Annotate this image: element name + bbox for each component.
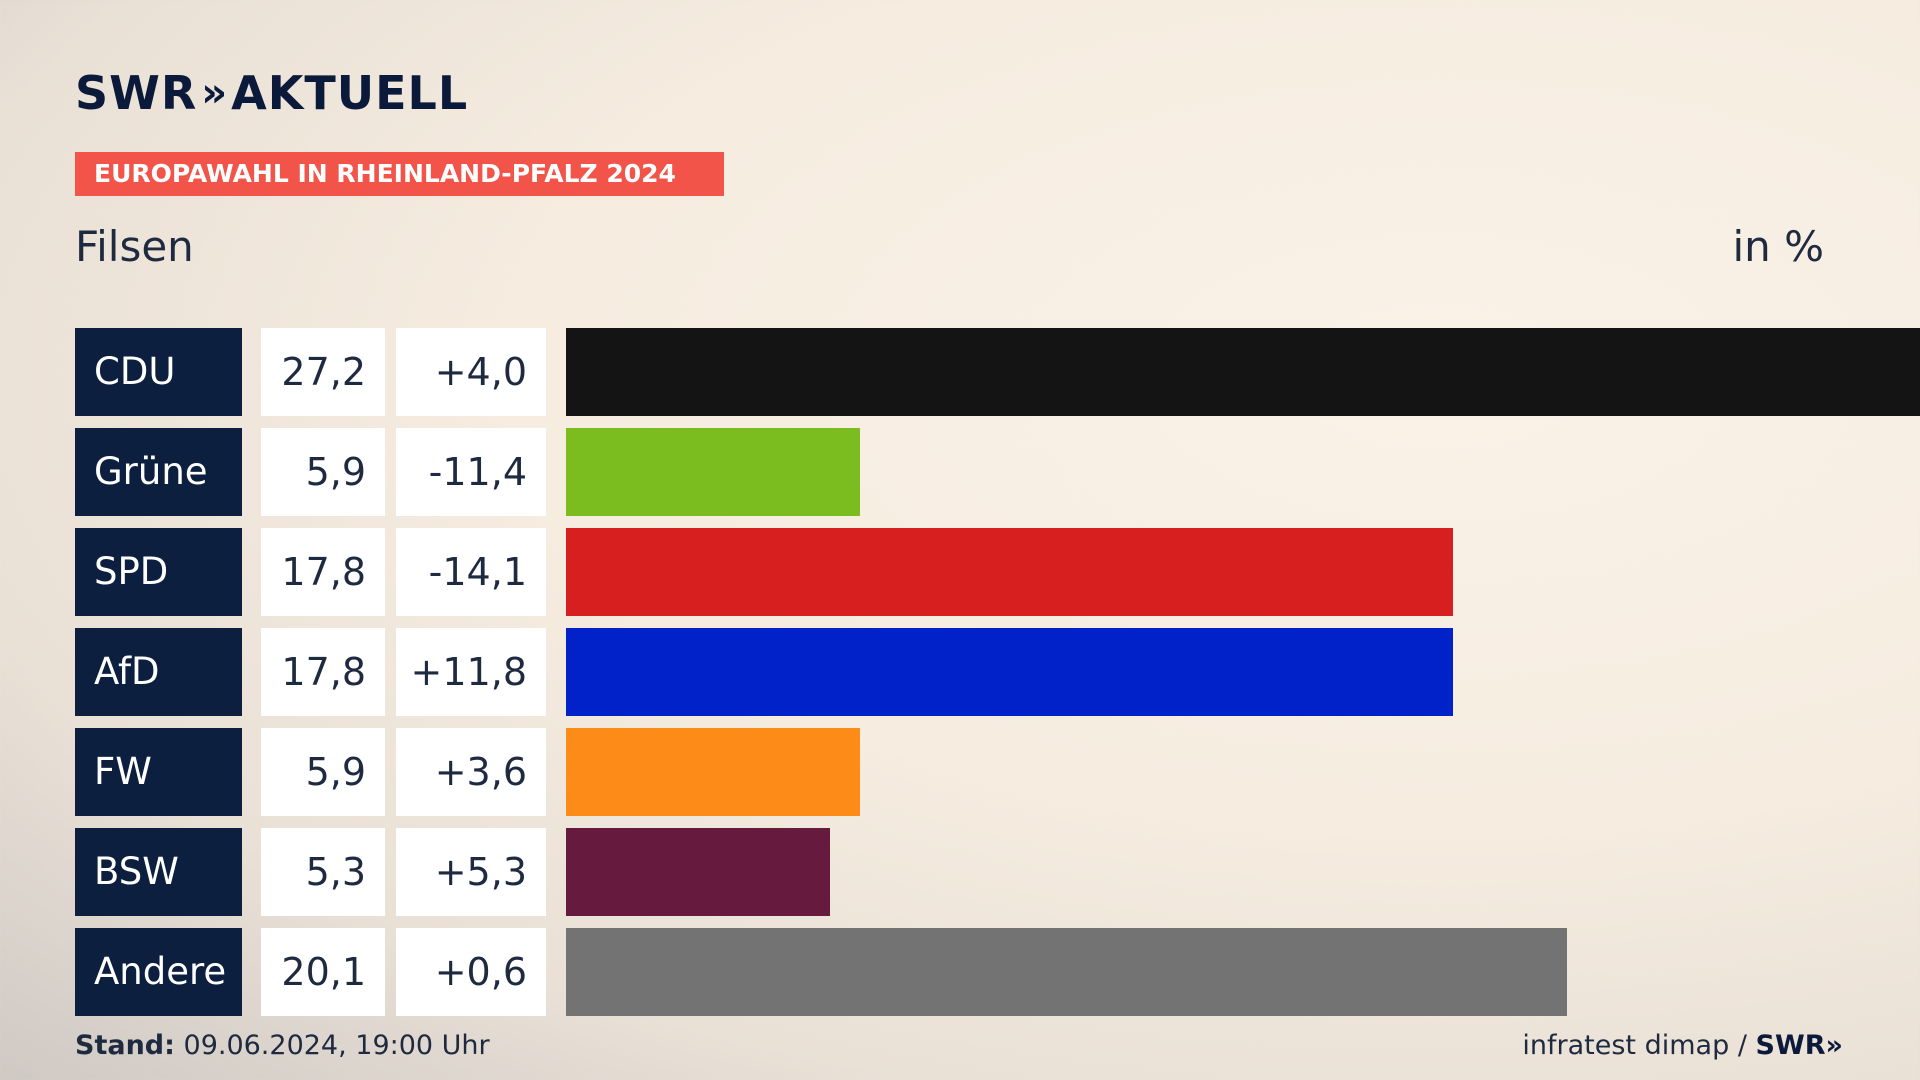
vote-share-value: 5,9 bbox=[261, 728, 385, 816]
party-label: AfD bbox=[75, 628, 242, 716]
party-label: CDU bbox=[75, 328, 242, 416]
footer-chevron-icon: » bbox=[1825, 1030, 1843, 1061]
vote-change-value: +0,6 bbox=[396, 928, 546, 1016]
result-row: Andere 20,1 +0,6 bbox=[75, 928, 1920, 1016]
party-label: Grüne bbox=[75, 428, 242, 516]
party-label: Andere bbox=[75, 928, 242, 1016]
vote-share-value: 17,8 bbox=[261, 628, 385, 716]
result-row: FW 5,9 +3,6 bbox=[75, 728, 1920, 816]
result-row: SPD 17,8 -14,1 bbox=[75, 528, 1920, 616]
vote-change-value: -11,4 bbox=[396, 428, 546, 516]
stand-value: 09.06.2024, 19:00 Uhr bbox=[183, 1030, 490, 1061]
result-row: Grüne 5,9 -11,4 bbox=[75, 428, 1920, 516]
region-title: Filsen bbox=[75, 222, 194, 271]
result-row: CDU 27,2 +4,0 bbox=[75, 328, 1920, 416]
source-text: infratest dimap / bbox=[1522, 1030, 1747, 1061]
vote-share-value: 5,3 bbox=[261, 828, 385, 916]
source-credit: infratest dimap / SWR» bbox=[1522, 1030, 1843, 1061]
vote-change-value: +11,8 bbox=[396, 628, 546, 716]
result-row: BSW 5,3 +5,3 bbox=[75, 828, 1920, 916]
footer-swr-logo: SWR» bbox=[1755, 1030, 1843, 1061]
result-bar bbox=[566, 928, 1567, 1016]
logo-chevron-icon: » bbox=[201, 70, 227, 116]
vote-change-value: +4,0 bbox=[396, 328, 546, 416]
vote-change-value: -14,1 bbox=[396, 528, 546, 616]
stand-label: Stand: bbox=[75, 1030, 175, 1061]
result-bar bbox=[566, 628, 1453, 716]
result-bar bbox=[566, 528, 1453, 616]
vote-share-value: 17,8 bbox=[261, 528, 385, 616]
result-bar bbox=[566, 728, 860, 816]
unit-label: in % bbox=[1732, 222, 1824, 271]
vote-share-value: 27,2 bbox=[261, 328, 385, 416]
logo-swr-text: SWR bbox=[75, 66, 198, 120]
result-bar bbox=[566, 828, 830, 916]
vote-change-value: +3,6 bbox=[396, 728, 546, 816]
result-bar bbox=[566, 428, 860, 516]
election-banner: EUROPAWAHL IN RHEINLAND-PFALZ 2024 bbox=[75, 152, 724, 196]
vote-share-value: 5,9 bbox=[261, 428, 385, 516]
party-label: SPD bbox=[75, 528, 242, 616]
party-label: FW bbox=[75, 728, 242, 816]
timestamp: Stand: 09.06.2024, 19:00 Uhr bbox=[75, 1030, 490, 1061]
vote-change-value: +5,3 bbox=[396, 828, 546, 916]
party-label: BSW bbox=[75, 828, 242, 916]
result-bar bbox=[566, 328, 1920, 416]
vote-share-value: 20,1 bbox=[261, 928, 385, 1016]
swr-aktuell-logo: SWR » AKTUELL bbox=[75, 66, 468, 120]
logo-aktuell-text: AKTUELL bbox=[231, 66, 469, 120]
result-row: AfD 17,8 +11,8 bbox=[75, 628, 1920, 716]
